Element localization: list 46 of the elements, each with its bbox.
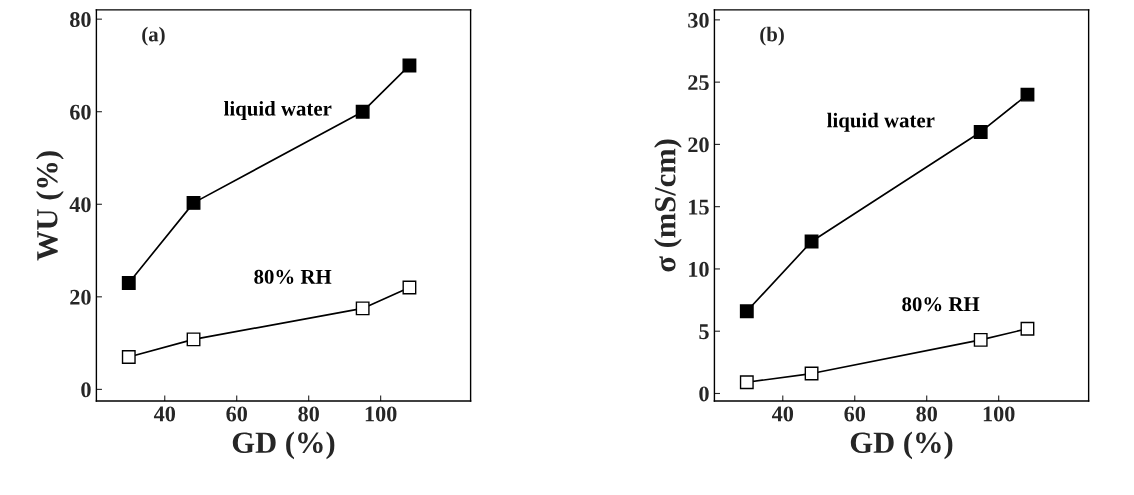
y-tick-label: 20 (70, 289, 91, 305)
y-tick-label: 80 (70, 12, 91, 28)
point (1020, 87, 1035, 102)
point (973, 332, 988, 347)
x-tick-label: 40 (153, 406, 176, 422)
x-axis-title: GD (%) (850, 431, 953, 460)
x-tick-label: 60 (226, 406, 247, 422)
x-tick-label: 40 (771, 406, 794, 422)
x-tick-label: 80 (298, 406, 319, 422)
x-tick-label: 100 (365, 406, 397, 422)
point (186, 195, 201, 210)
point (804, 234, 819, 249)
point (739, 375, 754, 390)
x-tick-label: 60 (844, 406, 866, 422)
point (1020, 321, 1035, 336)
point (186, 332, 201, 347)
point (973, 125, 988, 139)
annotation: (b) (760, 26, 784, 46)
y-axis-title: WU (%) (36, 151, 64, 261)
y-tick-label: 20 (688, 137, 709, 153)
y-tick-label: 5 (699, 324, 709, 340)
y-tick-label: 40 (69, 197, 91, 213)
y-tick-label: 15 (689, 199, 709, 215)
point (121, 275, 136, 290)
y-axis-title: σ (mS/cm) (654, 139, 682, 272)
point (402, 58, 417, 73)
y-tick-label: 10 (689, 261, 709, 277)
series-label: liquid water (827, 112, 935, 132)
y-tick-label: 0 (81, 382, 91, 398)
point (355, 104, 370, 119)
y-tick-label: 30 (688, 12, 709, 28)
x-tick-label: 80 (916, 406, 937, 422)
y-tick-label: 0 (699, 386, 709, 402)
annotation: (a) (142, 26, 165, 46)
point (739, 304, 754, 319)
series-label: 80% RH (254, 269, 332, 284)
point (355, 301, 370, 316)
point (121, 350, 136, 364)
series-label: liquid water (224, 101, 332, 120)
series-label: 80% RH (902, 297, 980, 312)
x-axis-title: GD (%) (232, 431, 335, 460)
point (402, 280, 417, 295)
y-tick-label: 60 (70, 104, 91, 120)
y-tick-label: 25 (688, 75, 709, 91)
x-tick-label: 100 (983, 406, 1015, 422)
point (804, 366, 819, 381)
